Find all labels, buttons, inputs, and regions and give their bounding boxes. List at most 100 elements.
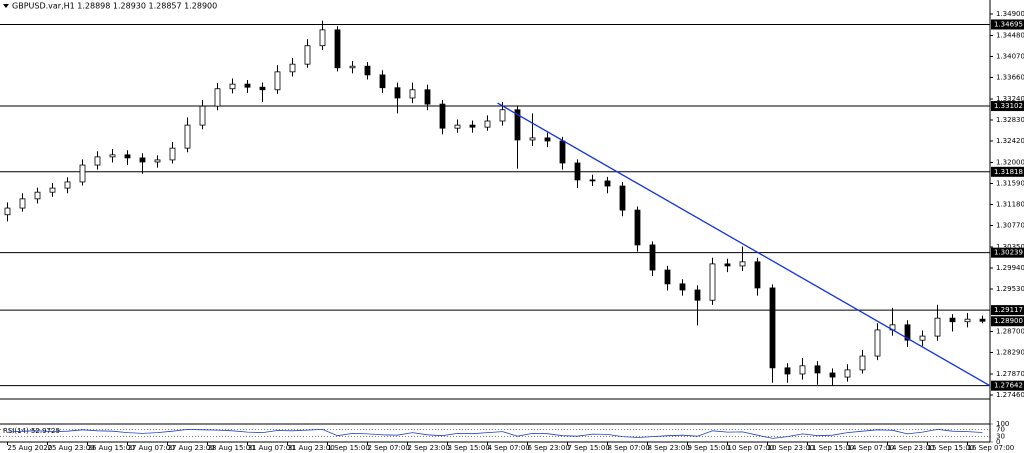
candle-body (469, 124, 476, 128)
x-tick-label: 8 Sep 07:00 (608, 444, 650, 452)
candle-body (409, 89, 416, 99)
candle-body (34, 191, 41, 200)
x-tick-label: 2 Sep 23:00 (408, 444, 450, 452)
candle-body (259, 86, 266, 91)
candle-body (79, 164, 86, 183)
chart-header: GBPUSD.var,H1 1.28898 1.28930 1.28857 1.… (12, 2, 217, 11)
candle-body (109, 154, 116, 158)
candle-body (379, 74, 386, 89)
y-tick-label: 1.29530 (996, 285, 1024, 293)
level-label-box (991, 166, 1024, 177)
candle-body (574, 162, 581, 181)
y-tick-label: 1.28700 (996, 327, 1024, 335)
candle-body (484, 120, 491, 128)
candle-body (499, 109, 506, 122)
y-tick-label: 30 (996, 433, 1005, 441)
x-tick-label: 31 Aug 07:00 (248, 444, 295, 452)
y-tick-label: 1.34900 (996, 10, 1024, 18)
level-label-box (991, 19, 1024, 30)
candle-body (904, 324, 911, 341)
y-tick-label: 1.30350 (996, 243, 1024, 251)
rsi-line (7, 428, 983, 439)
candle-body (724, 263, 731, 267)
y-tick-label: 1.34480 (996, 31, 1024, 39)
candle-body (439, 103, 446, 129)
current-price-box (991, 316, 1024, 327)
candle-body (199, 105, 206, 126)
x-tick-label: 27 Aug 07:00 (128, 444, 175, 452)
y-tick-label: 1.28290 (996, 348, 1024, 356)
menu-arrow (3, 4, 9, 8)
candle-body (334, 29, 341, 69)
candle-body (874, 329, 881, 357)
x-tick-label: 7 Sep 15:00 (568, 444, 610, 452)
candle-body (934, 317, 941, 337)
level-label: 1.29117 (994, 306, 1023, 314)
candle-body (664, 269, 671, 285)
x-tick-label: 8 Sep 23:00 (648, 444, 690, 452)
candle-body (859, 355, 866, 371)
x-tick-label: 14 Sep 23:00 (888, 444, 935, 452)
candle-body (319, 29, 326, 47)
candle-body (919, 335, 926, 341)
level-label-box (991, 247, 1024, 258)
level-label-box (991, 101, 1024, 112)
y-tick-label: 0 (996, 438, 1000, 446)
x-tick-label: 26 Aug 15:00 (88, 444, 135, 452)
candle-body (394, 87, 401, 99)
candle-body (229, 83, 236, 90)
candle-body (124, 154, 131, 159)
candle-body (559, 140, 566, 164)
x-tick-label: 3 Sep 15:00 (448, 444, 490, 452)
candle-body (769, 287, 776, 369)
y-tick-label: 1.32000 (996, 158, 1024, 166)
y-tick-label: 1.30770 (996, 221, 1024, 229)
x-tick-label: 31 Aug 23:00 (288, 444, 335, 452)
candle-body (94, 156, 101, 166)
candle-body (784, 367, 791, 375)
x-tick-label: 25 Aug 2020 (8, 444, 53, 452)
x-tick-label: 4 Sep 07:00 (488, 444, 530, 452)
level-label: 1.34695 (994, 20, 1023, 28)
candle-body (814, 365, 821, 374)
candle-body (514, 109, 521, 141)
candle-body (619, 185, 626, 211)
candle-body (139, 157, 146, 163)
candle-body (154, 159, 161, 163)
x-tick-label: 15 Sep 15:00 (928, 444, 975, 452)
candle-body (544, 137, 551, 142)
trend-line (497, 102, 991, 387)
candle-body (169, 147, 176, 161)
y-tick-label: 1.27870 (996, 370, 1024, 378)
candle-body (649, 244, 656, 271)
candle-body (214, 88, 221, 107)
x-tick-label: 6 Sep 23:00 (528, 444, 570, 452)
y-tick-label: 1.32830 (996, 116, 1024, 124)
y-tick-label: 1.33240 (996, 95, 1024, 103)
x-tick-label: 9 Sep 15:00 (688, 444, 730, 452)
candle-body (349, 65, 356, 69)
candle-body (979, 318, 986, 322)
candle-body (709, 263, 716, 301)
candle-body (244, 83, 251, 88)
x-tick-label: 27 Aug 23:00 (168, 444, 215, 452)
candle-body (829, 372, 836, 378)
y-tick-label: 1.31180 (996, 200, 1024, 208)
y-tick-label: 1.27460 (996, 391, 1024, 399)
x-tick-label: 10 Sep 07:00 (728, 444, 775, 452)
level-label-box (991, 380, 1024, 391)
x-tick-label: 28 Aug 15:00 (208, 444, 255, 452)
y-tick-label: 1.29940 (996, 264, 1024, 272)
candle-body (274, 71, 281, 91)
x-tick-label: 10 Sep 23:00 (768, 444, 815, 452)
x-tick-label: 25 Aug 23:00 (48, 444, 95, 452)
y-tick-label: 70 (996, 425, 1005, 433)
candle-body (844, 369, 851, 378)
candle-body (184, 124, 191, 149)
candle-body (49, 187, 56, 193)
candle-body (304, 45, 311, 65)
candle-body (949, 317, 956, 323)
candle-body (424, 89, 431, 105)
candle-body (64, 181, 71, 189)
